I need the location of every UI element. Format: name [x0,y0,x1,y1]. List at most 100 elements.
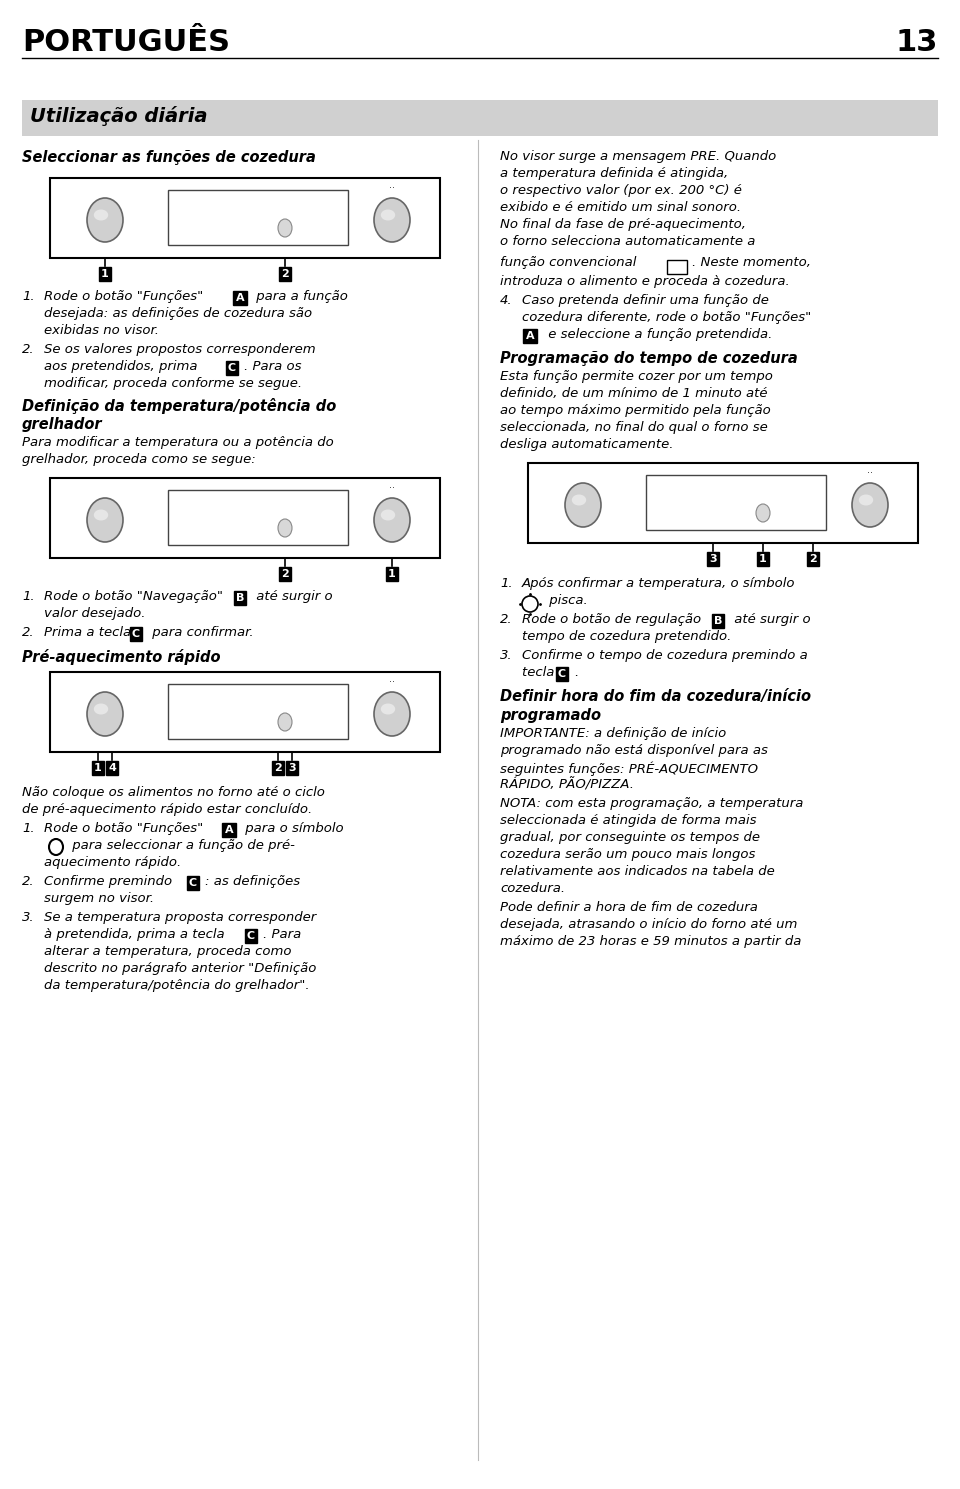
Text: e seleccione a função pretendida.: e seleccione a função pretendida. [544,328,773,341]
Ellipse shape [374,497,410,542]
Text: Pré-aquecimento rápido: Pré-aquecimento rápido [22,649,221,666]
Text: NOTA: com esta programação, a temperatura: NOTA: com esta programação, a temperatur… [500,797,804,810]
Text: introduza o alimento e proceda à cozedura.: introduza o alimento e proceda à cozedur… [500,275,790,287]
Text: 2: 2 [281,569,289,579]
Text: o respectivo valor (por ex. 200 °C) é: o respectivo valor (por ex. 200 °C) é [500,185,742,197]
Text: cozedura.: cozedura. [500,881,565,895]
Ellipse shape [87,198,123,243]
Text: 2.: 2. [22,342,35,356]
Text: desliga automaticamente.: desliga automaticamente. [500,438,674,451]
Text: Pode definir a hora de fim de cozedura: Pode definir a hora de fim de cozedura [500,901,757,914]
Text: C: C [558,669,566,679]
Ellipse shape [374,692,410,736]
Text: desejada: as definições de cozedura são: desejada: as definições de cozedura são [44,307,312,320]
Ellipse shape [94,210,108,220]
Text: No final da fase de pré-aquecimento,: No final da fase de pré-aquecimento, [500,217,746,231]
Ellipse shape [94,509,108,521]
Text: cozedura diferente, rode o botão "Funções": cozedura diferente, rode o botão "Funçõe… [522,311,811,325]
Text: definido, de um mínimo de 1 minuto até: definido, de um mínimo de 1 minuto até [500,387,767,401]
Ellipse shape [87,692,123,736]
Text: Utilização diária: Utilização diária [30,106,207,127]
Text: C: C [247,931,255,941]
Text: C: C [189,879,197,887]
Ellipse shape [87,497,123,542]
Text: descrito no parágrafo anterior "Definição: descrito no parágrafo anterior "Definiçã… [44,962,317,975]
Text: tempo de cozedura pretendido.: tempo de cozedura pretendido. [522,630,732,643]
Text: seguintes funções: PRÉ-AQUECIMENTO: seguintes funções: PRÉ-AQUECIMENTO [500,761,758,776]
Ellipse shape [852,482,888,527]
Ellipse shape [278,520,292,538]
Text: Para modificar a temperatura ou a potência do: Para modificar a temperatura ou a potênc… [22,436,334,450]
Text: desejada, atrasando o início do forno até um: desejada, atrasando o início do forno at… [500,919,798,931]
Text: PORTUGUÊS: PORTUGUÊS [22,28,230,57]
Ellipse shape [381,210,396,220]
Text: 1: 1 [388,569,396,579]
Text: programado não está disponível para as: programado não está disponível para as [500,744,768,756]
Text: máximo de 23 horas e 59 minutos a partir da: máximo de 23 horas e 59 minutos a partir… [500,935,802,948]
Text: pisca.: pisca. [545,594,588,608]
Text: Prima a tecla: Prima a tecla [44,625,135,639]
Text: 3: 3 [288,762,296,773]
Text: 2: 2 [809,554,817,564]
Text: o forno selecciona automaticamente a: o forno selecciona automaticamente a [500,235,756,249]
Ellipse shape [381,509,396,521]
Text: para seleccionar a função de pré-: para seleccionar a função de pré- [68,838,295,852]
Bar [22,100,938,135]
Ellipse shape [278,713,292,731]
Text: 13: 13 [896,28,938,57]
Text: Programação do tempo de cozedura: Programação do tempo de cozedura [500,351,798,366]
Text: aos pretendidos, prima: aos pretendidos, prima [44,360,202,374]
Text: 1.: 1. [500,578,513,590]
Text: 4: 4 [108,762,116,773]
Text: Se os valores propostos corresponderem: Se os valores propostos corresponderem [44,342,316,356]
Text: até surgir o: até surgir o [252,590,332,603]
Text: No visor surge a mensagem PRE. Quando: No visor surge a mensagem PRE. Quando [500,150,777,162]
Ellipse shape [278,219,292,237]
Text: 2.: 2. [500,613,513,625]
Text: Rode o botão "Navegação": Rode o botão "Navegação" [44,590,223,603]
Bar [667,261,687,274]
Text: 2: 2 [275,762,282,773]
Text: gradual, por conseguinte os tempos de: gradual, por conseguinte os tempos de [500,831,760,844]
Text: exibido e é emitido um sinal sonoro.: exibido e é emitido um sinal sonoro. [500,201,741,214]
Text: 1: 1 [759,554,767,564]
Bar [646,475,826,530]
Text: cozedura serão um pouco mais longos: cozedura serão um pouco mais longos [500,849,756,861]
Text: seleccionada, no final do qual o forno se: seleccionada, no final do qual o forno s… [500,421,768,433]
Text: IMPORTANTE: a definição de início: IMPORTANTE: a definição de início [500,727,727,740]
Text: ··: ·· [389,183,395,194]
Ellipse shape [572,494,587,505]
Text: 3.: 3. [500,649,513,663]
Ellipse shape [756,503,770,523]
Text: B: B [236,593,244,603]
Text: ··: ·· [389,482,395,493]
Text: programado: programado [500,707,601,724]
Text: . Neste momento,: . Neste momento, [692,256,811,270]
Text: : as definições: : as definições [205,876,300,887]
Ellipse shape [859,494,874,505]
Bar [168,490,348,545]
Text: Caso pretenda definir uma função de: Caso pretenda definir uma função de [522,293,769,307]
Text: modificar, proceda conforme se segue.: modificar, proceda conforme se segue. [44,377,302,390]
Ellipse shape [94,703,108,715]
Text: grelhador: grelhador [22,417,103,432]
Text: 2.: 2. [22,876,35,887]
Text: 4.: 4. [500,293,513,307]
Text: A: A [225,825,233,835]
Text: de pré-aquecimento rápido estar concluído.: de pré-aquecimento rápido estar concluíd… [22,803,312,816]
Text: Esta função permite cozer por um tempo: Esta função permite cozer por um tempo [500,369,773,383]
Text: B: B [714,616,722,625]
Text: 3.: 3. [22,911,35,925]
Text: C: C [228,363,236,374]
Text: ··: ·· [389,677,395,686]
Text: ao tempo máximo permitido pela função: ao tempo máximo permitido pela função [500,404,771,417]
Text: 2.: 2. [22,625,35,639]
Text: 1: 1 [101,270,108,278]
Text: 3: 3 [709,554,717,564]
Bar [168,191,348,246]
Text: valor desejado.: valor desejado. [44,608,146,619]
Text: Confirme o tempo de cozedura premindo a: Confirme o tempo de cozedura premindo a [522,649,807,663]
Ellipse shape [565,482,601,527]
Text: à pretendida, prima a tecla: à pretendida, prima a tecla [44,928,228,941]
Text: Rode o botão de regulação: Rode o botão de regulação [522,613,706,625]
